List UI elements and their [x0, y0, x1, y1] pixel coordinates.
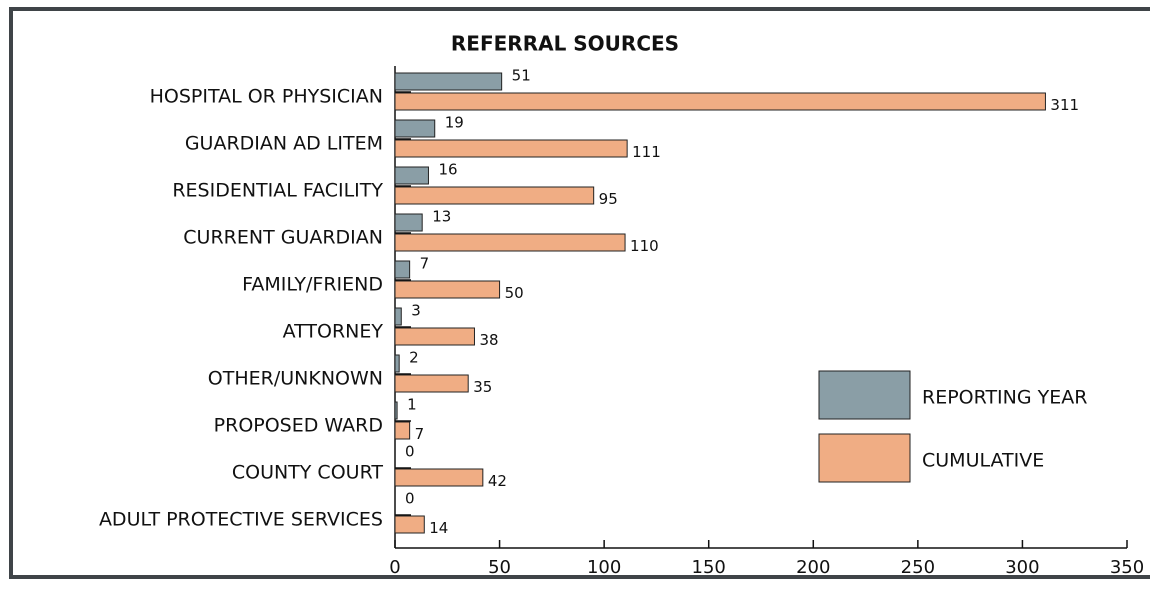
- bar: [394, 515, 425, 534]
- x-tick-label: 0: [389, 557, 400, 578]
- category-label: CURRENT GUARDIAN: [183, 227, 383, 249]
- legend-label: REPORTING YEAR: [922, 387, 1087, 409]
- bar: [394, 213, 423, 232]
- value-label: 2: [409, 349, 419, 367]
- bar: [394, 119, 436, 138]
- bar: [394, 401, 398, 420]
- x-tick-label: 300: [1005, 557, 1039, 578]
- bar: [394, 327, 475, 346]
- bar: [394, 72, 503, 91]
- value-label: 7: [420, 255, 430, 273]
- value-label: 38: [479, 331, 498, 349]
- bar: [394, 166, 429, 185]
- category-label: HOSPITAL OR PHYSICIAN: [150, 86, 383, 108]
- category-label: ATTORNEY: [283, 321, 384, 343]
- value-label: 110: [630, 237, 659, 255]
- category-label: COUNTY COURT: [232, 462, 384, 484]
- value-label: 0: [405, 490, 415, 508]
- bar: [394, 354, 400, 373]
- value-label: 51: [512, 67, 531, 85]
- bar: [394, 280, 501, 299]
- bar: [394, 307, 402, 326]
- value-label: 13: [432, 208, 451, 226]
- value-label: 0: [405, 443, 415, 461]
- value-label: 14: [429, 519, 448, 537]
- value-label: 111: [632, 143, 661, 161]
- bar: [394, 139, 628, 158]
- x-tick-label: 350: [1110, 557, 1144, 578]
- bar: [394, 260, 411, 279]
- value-label: 50: [505, 284, 524, 302]
- bar: [394, 374, 469, 393]
- category-label: ADULT PROTECTIVE SERVICES: [99, 509, 383, 531]
- legend-swatch: [818, 370, 911, 420]
- x-tick-label: 250: [901, 557, 935, 578]
- x-tick-label: 50: [488, 557, 511, 578]
- x-tick-label: 150: [692, 557, 726, 578]
- category-label: RESIDENTIAL FACILITY: [172, 180, 383, 202]
- category-label: PROPOSED WARD: [214, 415, 383, 437]
- chart-title: REFERRAL SOURCES: [451, 32, 679, 56]
- value-label: 311: [1050, 96, 1079, 114]
- category-label: FAMILY/FRIEND: [242, 274, 383, 296]
- value-label: 42: [488, 472, 507, 490]
- value-label: 16: [438, 161, 457, 179]
- bar: [394, 233, 626, 252]
- legend-label: CUMULATIVE: [922, 450, 1044, 472]
- bar: [394, 421, 411, 440]
- bar: [394, 468, 484, 487]
- legend-swatch: [818, 433, 911, 483]
- value-label: 95: [599, 190, 618, 208]
- x-tick-label: 200: [796, 557, 830, 578]
- value-label: 7: [415, 425, 425, 443]
- category-label: OTHER/UNKNOWN: [208, 368, 383, 390]
- value-label: 3: [411, 302, 421, 320]
- category-label: GUARDIAN AD LITEM: [185, 133, 383, 155]
- frame: [9, 7, 1150, 579]
- value-label: 1: [407, 396, 417, 414]
- value-label: 19: [445, 114, 464, 132]
- bar: [394, 92, 1046, 111]
- x-tick-label: 100: [587, 557, 621, 578]
- bar: [394, 186, 595, 205]
- value-label: 35: [473, 378, 492, 396]
